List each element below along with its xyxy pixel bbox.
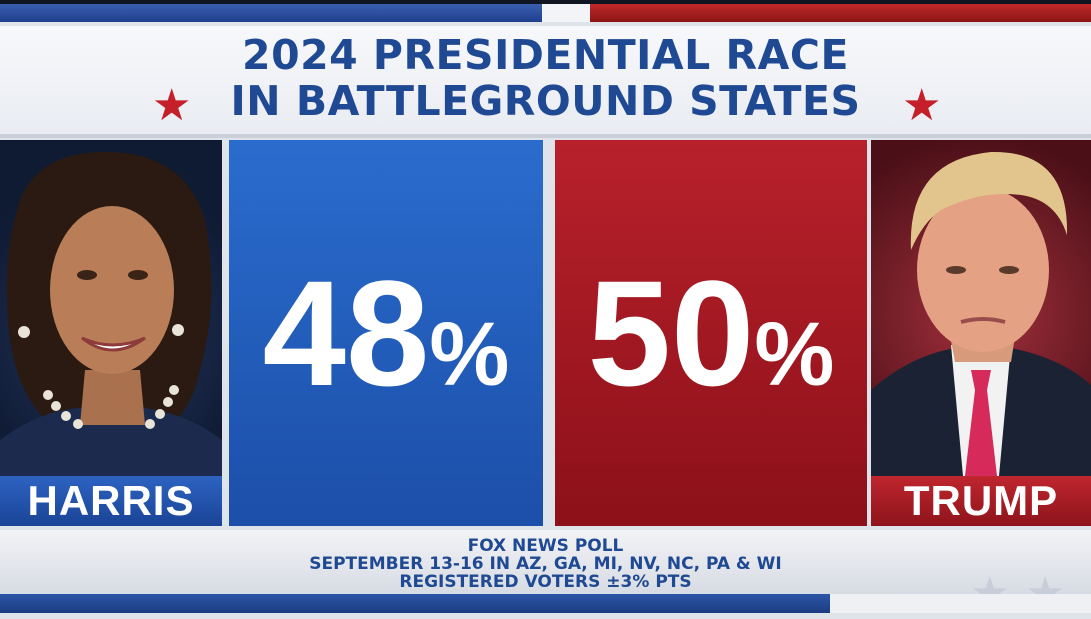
- top-edge: [0, 0, 1091, 4]
- trump-portrait: [871, 151, 1091, 476]
- poll-margin: REGISTERED VOTERS ±3% PTS: [399, 572, 692, 592]
- harris-percent: 48%: [229, 253, 543, 435]
- bottom-stripe: [0, 594, 1091, 613]
- top-stripe: [0, 0, 1091, 26]
- title-panel: 2024 PRESIDENTIAL RACE IN BATTLEGROUND S…: [0, 26, 1091, 138]
- trump-percent-value: 50: [587, 249, 755, 417]
- top-stripe-blue: [0, 4, 542, 22]
- percent-symbol: %: [754, 305, 835, 405]
- trump-name-label: TRUMP: [871, 476, 1091, 526]
- page-title: 2024 PRESIDENTIAL RACE IN BATTLEGROUND S…: [0, 32, 1091, 124]
- harris-name-label: HARRIS: [0, 476, 222, 526]
- percent-symbol: %: [429, 305, 510, 405]
- poll-source-footer: FOX NEWS POLL SEPTEMBER 13-16 IN AZ, GA,…: [0, 530, 1091, 594]
- top-stripe-red: [590, 4, 1091, 22]
- bottom-stripe-white: [830, 594, 1091, 613]
- top-stripe-white: [542, 4, 590, 22]
- poll-source: FOX NEWS POLL: [467, 536, 624, 556]
- trump-percent: 50%: [555, 253, 867, 435]
- title-line-2: IN BATTLEGROUND STATES: [230, 77, 861, 125]
- title-line-1: 2024 PRESIDENTIAL RACE: [242, 31, 849, 79]
- harris-percent-panel: 48%: [229, 140, 543, 526]
- star-icon: ★: [152, 80, 192, 131]
- harris-photo-panel: HARRIS: [0, 140, 222, 526]
- poll-dates-states: SEPTEMBER 13-16 IN AZ, GA, MI, NV, NC, P…: [309, 554, 782, 574]
- harris-portrait: [0, 151, 222, 476]
- trump-photo-panel: TRUMP: [871, 140, 1091, 526]
- harris-percent-value: 48: [262, 249, 430, 417]
- star-icon: ★: [902, 80, 942, 131]
- trump-percent-panel: 50%: [555, 140, 867, 526]
- bottom-stripe-blue: [0, 594, 830, 613]
